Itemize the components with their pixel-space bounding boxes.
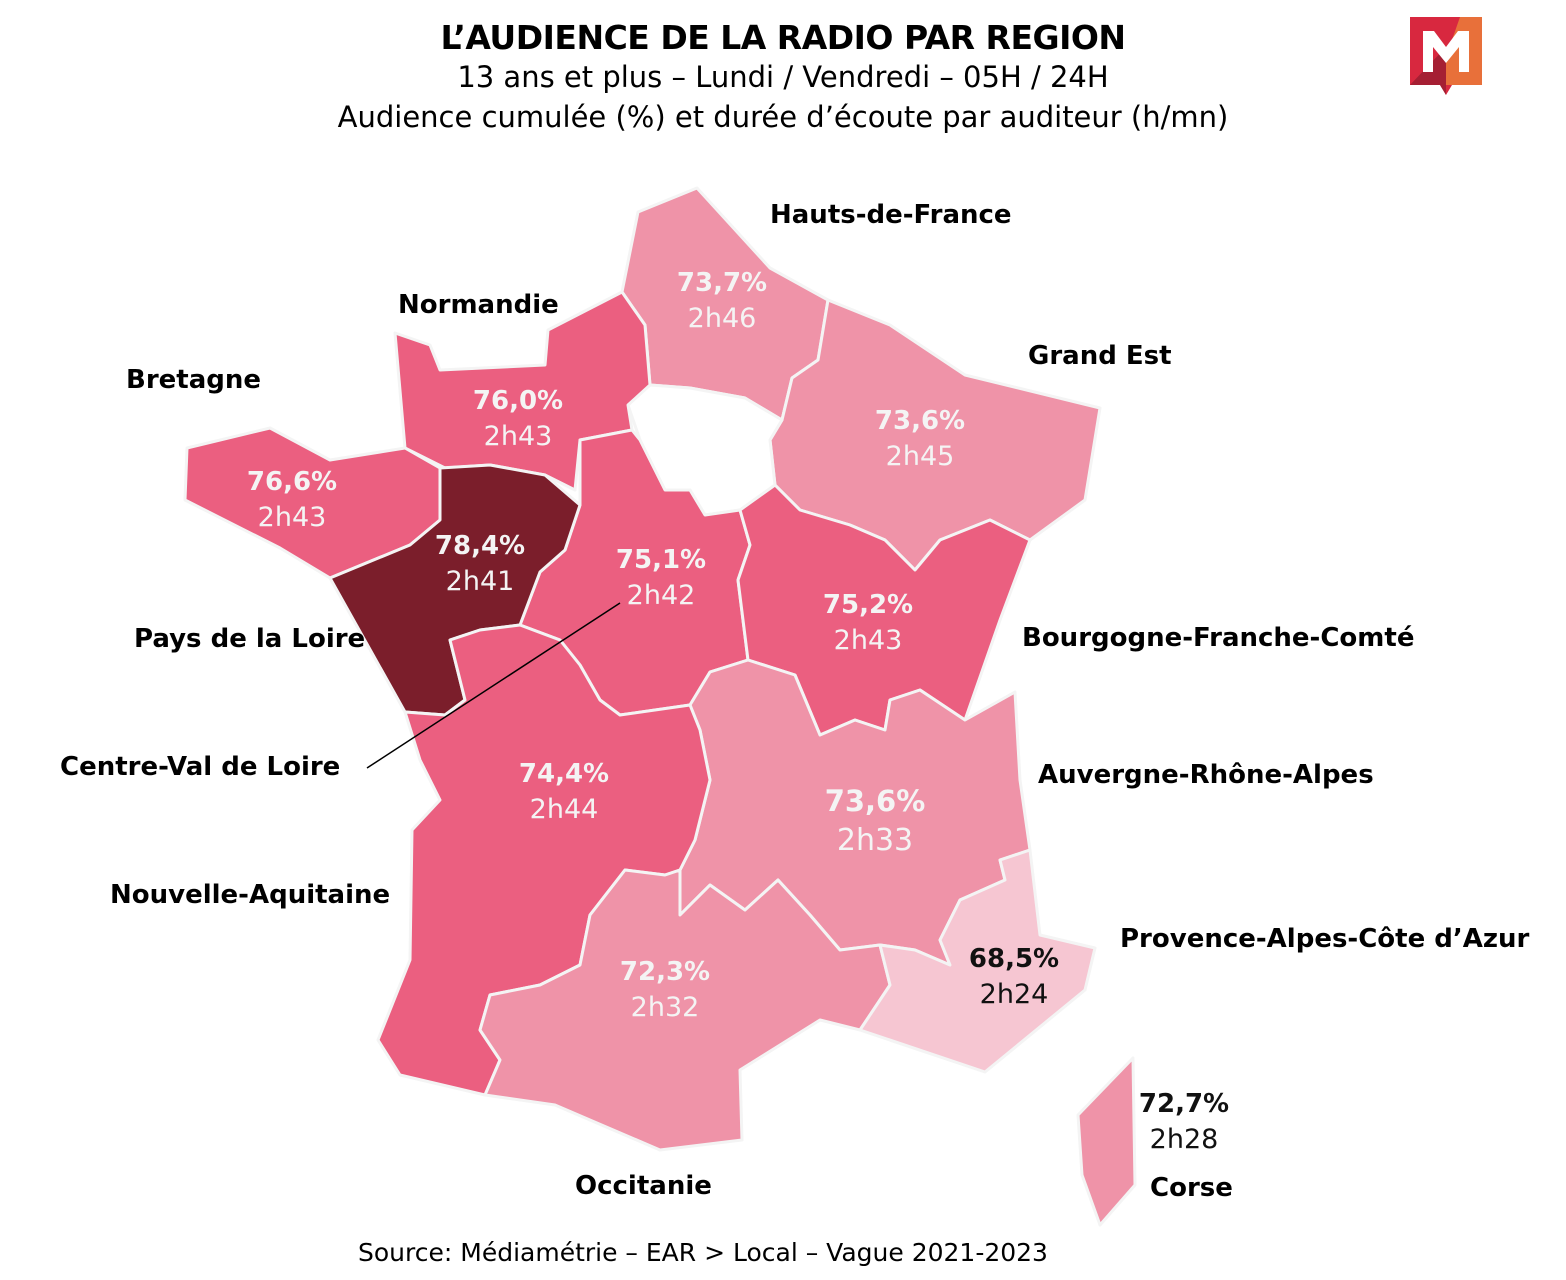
value-ge: 73,6% 2h45 — [874, 406, 966, 472]
value-bre: 76,6% 2h43 — [246, 467, 338, 533]
value-paca: 68,5% 2h24 — [968, 944, 1060, 1010]
value-cor: 72,7% 2h28 — [1138, 1089, 1230, 1155]
value-occ: 72,3% 2h32 — [619, 957, 711, 1023]
source-note: Source: Médiamétrie – EAR > Local – Vagu… — [358, 1238, 1048, 1267]
label-bfc: Bourgogne-Franche-Comté — [1022, 623, 1415, 653]
value-bfc: 75,2% 2h43 — [822, 590, 914, 656]
value-naq: 74,4% 2h44 — [518, 759, 610, 825]
label-paca: Provence-Alpes-Côte d’Azur — [1120, 924, 1530, 954]
label-ge: Grand Est — [1028, 341, 1172, 371]
logo — [1410, 17, 1482, 95]
label-occ: Occitanie — [575, 1171, 712, 1201]
leader-line-centre — [366, 602, 621, 769]
label-hdf: Hauts-de-France — [770, 200, 1012, 230]
label-bre: Bretagne — [126, 365, 262, 395]
value-hdf: 73,7% 2h46 — [676, 268, 768, 334]
label-nor: Normandie — [398, 290, 559, 320]
value-ara: 73,6% 2h33 — [824, 784, 926, 858]
region-occ — [478, 868, 892, 1152]
label-ara: Auvergne-Rhône-Alpes — [1038, 760, 1374, 790]
label-cvl: Centre-Val de Loire — [60, 752, 341, 782]
value-pdl: 78,4% 2h41 — [434, 531, 526, 597]
value-cvl: 75,1% 2h42 — [615, 545, 707, 611]
subtitle-population: 13 ans et plus – Lundi / Vendredi – 05H … — [457, 60, 1109, 94]
region-cor — [1076, 1056, 1137, 1227]
label-cor: Corse — [1150, 1173, 1233, 1203]
value-nor: 76,0% 2h43 — [472, 386, 564, 452]
subtitle-metrics: Audience cumulée (%) et durée d’écoute p… — [337, 100, 1229, 134]
label-naq: Nouvelle-Aquitaine — [110, 880, 391, 910]
title: L’AUDIENCE DE LA RADIO PAR REGION — [440, 18, 1126, 57]
label-pdl: Pays de la Loire — [134, 624, 366, 654]
region-paca — [858, 848, 1097, 1074]
